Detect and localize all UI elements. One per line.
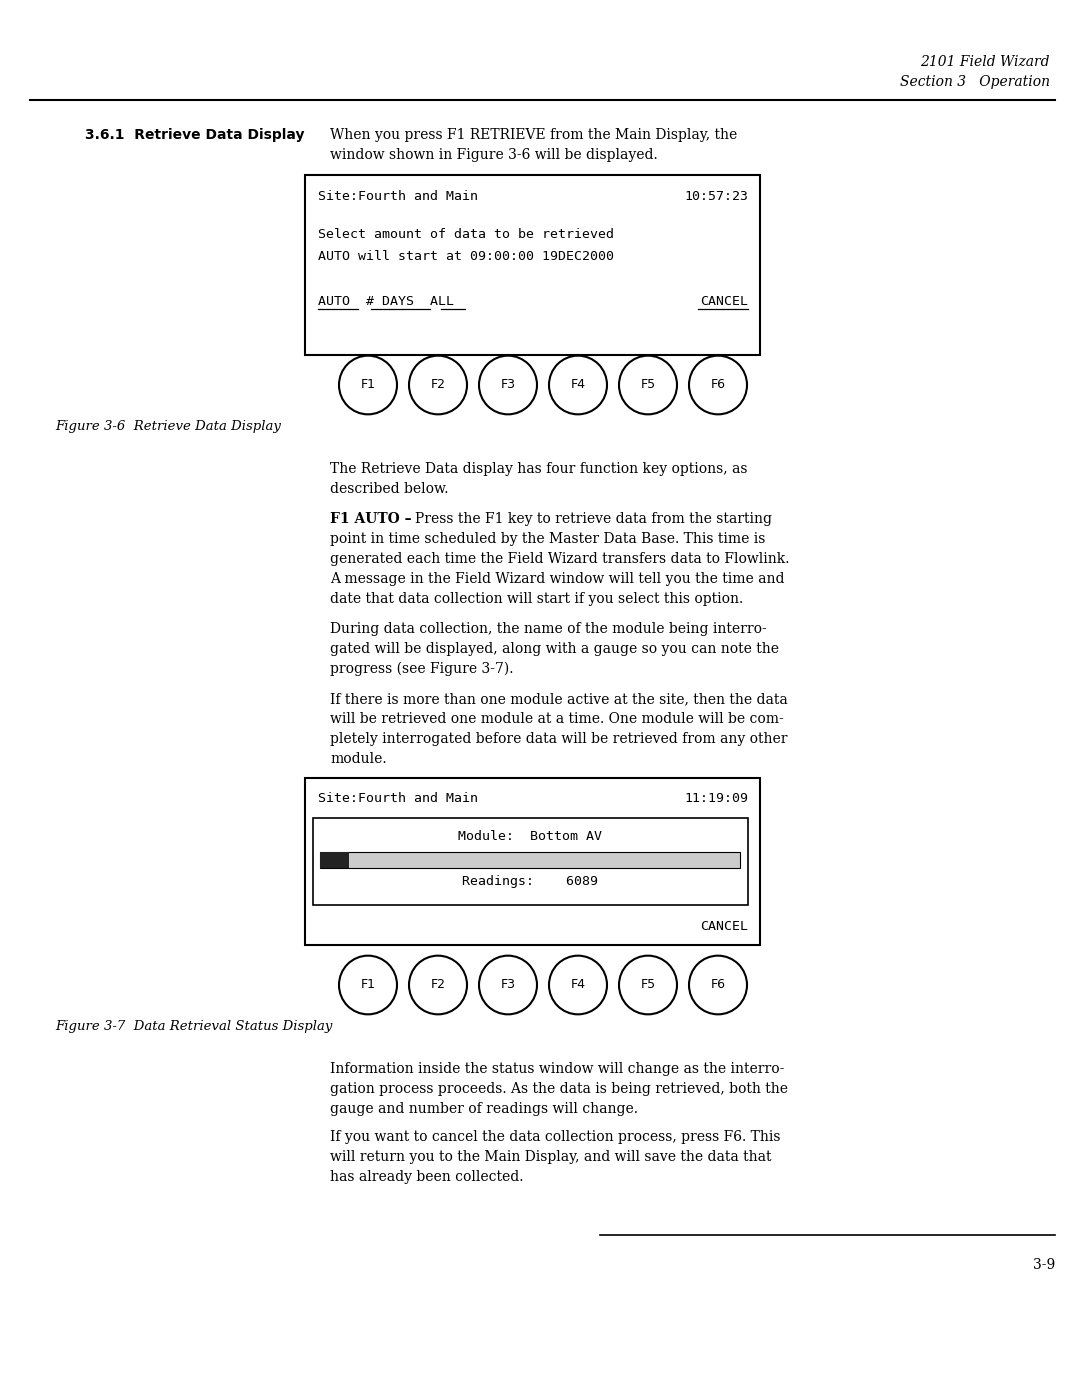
Text: 10:57:23: 10:57:23 <box>684 190 748 203</box>
Text: point in time scheduled by the Master Data Base. This time is: point in time scheduled by the Master Da… <box>330 532 766 546</box>
Bar <box>320 852 350 868</box>
Text: F4: F4 <box>570 379 585 391</box>
Text: window shown in Figure 3-6 will be displayed.: window shown in Figure 3-6 will be displ… <box>330 148 658 162</box>
Text: F2: F2 <box>431 978 446 992</box>
Text: gauge and number of readings will change.: gauge and number of readings will change… <box>330 1102 638 1116</box>
Text: If you want to cancel the data collection process, press F6. This: If you want to cancel the data collectio… <box>330 1130 781 1144</box>
Ellipse shape <box>480 356 537 415</box>
Text: Figure 3-7  Data Retrieval Status Display: Figure 3-7 Data Retrieval Status Display <box>55 1020 333 1032</box>
Text: Module:  Bottom AV: Module: Bottom AV <box>459 830 603 842</box>
Ellipse shape <box>549 956 607 1014</box>
FancyBboxPatch shape <box>305 778 760 944</box>
Text: The Retrieve Data display has four function key options, as: The Retrieve Data display has four funct… <box>330 462 747 476</box>
Text: CANCEL: CANCEL <box>700 295 748 307</box>
FancyBboxPatch shape <box>313 819 748 905</box>
Text: F2: F2 <box>431 379 446 391</box>
Text: F6: F6 <box>711 379 726 391</box>
Text: AUTO will start at 09:00:00 19DEC2000: AUTO will start at 09:00:00 19DEC2000 <box>318 250 615 263</box>
Text: generated each time the Field Wizard transfers data to Flowlink.: generated each time the Field Wizard tra… <box>330 552 789 566</box>
Text: module.: module. <box>330 752 387 766</box>
Text: F1: F1 <box>361 379 376 391</box>
Text: F3: F3 <box>500 978 515 992</box>
Text: AUTO  # DAYS  ALL: AUTO # DAYS ALL <box>318 295 454 307</box>
Text: described below.: described below. <box>330 482 448 496</box>
Text: Figure 3-6  Retrieve Data Display: Figure 3-6 Retrieve Data Display <box>55 420 281 433</box>
Text: gated will be displayed, along with a gauge so you can note the: gated will be displayed, along with a ga… <box>330 643 779 657</box>
FancyBboxPatch shape <box>305 175 760 355</box>
Text: 3.6.1  Retrieve Data Display: 3.6.1 Retrieve Data Display <box>85 129 305 142</box>
Text: Press the F1 key to retrieve data from the starting: Press the F1 key to retrieve data from t… <box>415 511 772 527</box>
Ellipse shape <box>549 356 607 415</box>
Ellipse shape <box>409 356 467 415</box>
Text: will return you to the Main Display, and will save the data that: will return you to the Main Display, and… <box>330 1150 771 1164</box>
Text: F5: F5 <box>640 379 656 391</box>
Text: gation process proceeds. As the data is being retrieved, both the: gation process proceeds. As the data is … <box>330 1083 788 1097</box>
Ellipse shape <box>339 956 397 1014</box>
Bar <box>320 852 740 868</box>
Text: F4: F4 <box>570 978 585 992</box>
Text: Site:Fourth and Main: Site:Fourth and Main <box>318 190 478 203</box>
Text: F5: F5 <box>640 978 656 992</box>
Ellipse shape <box>619 956 677 1014</box>
Ellipse shape <box>339 356 397 415</box>
Text: F1: F1 <box>361 978 376 992</box>
Text: CANCEL: CANCEL <box>700 921 748 933</box>
Text: Readings:    6089: Readings: 6089 <box>462 875 598 888</box>
Ellipse shape <box>409 956 467 1014</box>
Text: Site:Fourth and Main: Site:Fourth and Main <box>318 792 478 805</box>
Ellipse shape <box>689 956 747 1014</box>
Ellipse shape <box>619 356 677 415</box>
Text: F3: F3 <box>500 379 515 391</box>
Text: Information inside the status window will change as the interro-: Information inside the status window wil… <box>330 1062 784 1076</box>
Ellipse shape <box>480 956 537 1014</box>
Text: When you press F1 RETRIEVE from the Main Display, the: When you press F1 RETRIEVE from the Main… <box>330 129 738 142</box>
Text: 11:19:09: 11:19:09 <box>684 792 748 805</box>
Text: Select amount of data to be retrieved: Select amount of data to be retrieved <box>318 228 615 242</box>
Text: A message in the Field Wizard window will tell you the time and: A message in the Field Wizard window wil… <box>330 571 784 585</box>
Text: pletely interrogated before data will be retrieved from any other: pletely interrogated before data will be… <box>330 732 787 746</box>
Text: 2101 Field Wizard: 2101 Field Wizard <box>920 54 1050 68</box>
Text: During data collection, the name of the module being interro-: During data collection, the name of the … <box>330 622 767 636</box>
Text: F1 AUTO –: F1 AUTO – <box>330 511 411 527</box>
Text: progress (see Figure 3-7).: progress (see Figure 3-7). <box>330 662 513 676</box>
Text: Section 3   Operation: Section 3 Operation <box>900 75 1050 89</box>
Text: F6: F6 <box>711 978 726 992</box>
Text: If there is more than one module active at the site, then the data: If there is more than one module active … <box>330 692 787 705</box>
Text: has already been collected.: has already been collected. <box>330 1171 524 1185</box>
Text: date that data collection will start if you select this option.: date that data collection will start if … <box>330 592 743 606</box>
Text: will be retrieved one module at a time. One module will be com-: will be retrieved one module at a time. … <box>330 712 784 726</box>
Text: 3-9: 3-9 <box>1032 1259 1055 1273</box>
Ellipse shape <box>689 356 747 415</box>
